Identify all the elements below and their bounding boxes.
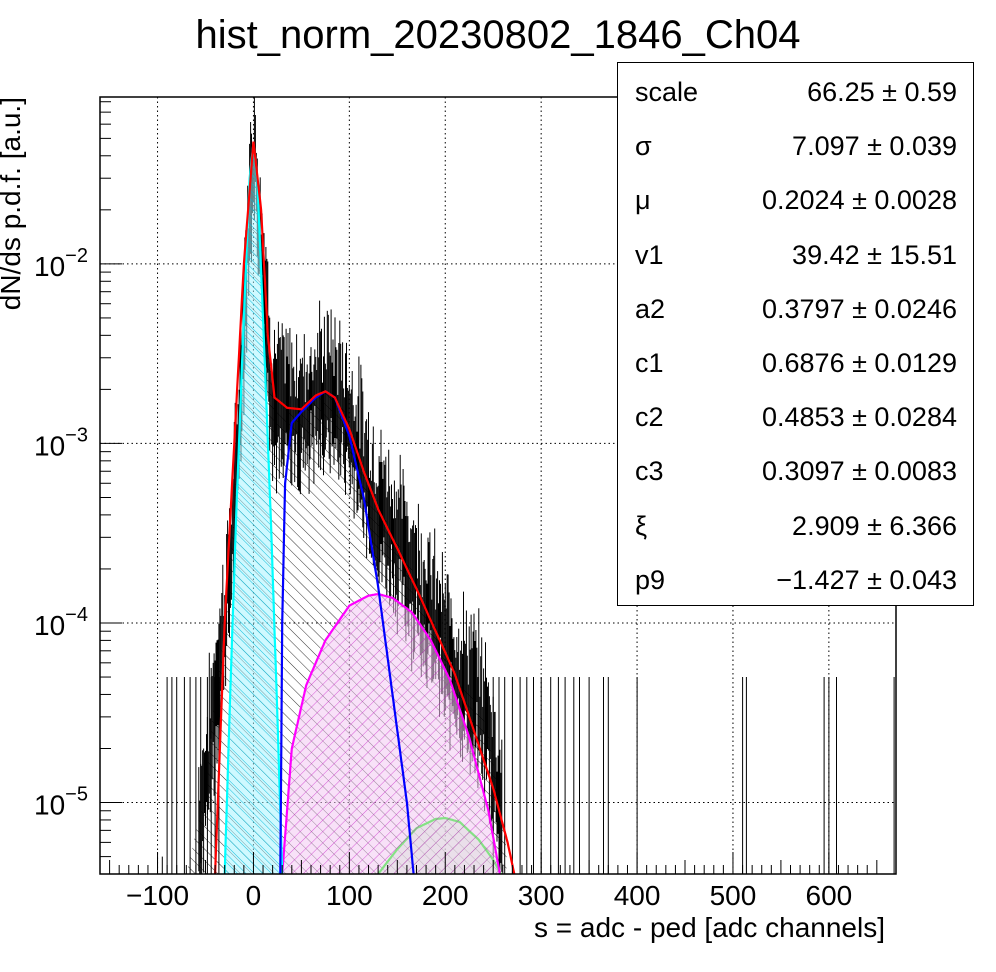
fit-curve-series xyxy=(281,592,501,874)
stats-parameter-value: 7.097 ± 0.039 xyxy=(792,131,957,162)
stats-parameter-value: 39.42 ± 15.51 xyxy=(792,239,957,270)
y-tick-label: 10−2 xyxy=(34,245,88,282)
stats-row: c1 0.6876 ± 0.0129 xyxy=(618,336,973,390)
stats-parameter-name: v1 xyxy=(635,239,664,270)
stats-row: scale 66.25 ± 0.59 xyxy=(618,65,973,119)
x-tick-label: 0 xyxy=(246,880,262,911)
stats-parameter-name: a2 xyxy=(635,293,666,324)
stats-row: ξ 2.909 ± 6.366 xyxy=(618,499,973,553)
stats-parameter-name: c2 xyxy=(635,402,664,433)
stats-parameter-value: 0.3797 ± 0.0246 xyxy=(762,293,957,324)
axis-ticks xyxy=(100,101,878,875)
fit-component-hatch xyxy=(282,594,500,874)
x-tick-label: 500 xyxy=(710,880,757,911)
y-axis-label: dN/ds p.d.f. [a.u.] xyxy=(0,97,26,310)
x-tick-label: 200 xyxy=(422,880,469,911)
x-tick-label: 400 xyxy=(614,880,661,911)
stats-parameter-value: 0.4853 ± 0.0284 xyxy=(762,402,957,433)
y-tick-label: 10−3 xyxy=(34,424,88,461)
stats-row: a2 0.3797 ± 0.0246 xyxy=(618,282,973,336)
fit-curve-series xyxy=(214,141,516,874)
stats-parameter-value: 2.909 ± 6.366 xyxy=(792,510,957,541)
stats-row: σ 7.097 ± 0.039 xyxy=(618,119,973,173)
x-tick-label: 100 xyxy=(326,880,373,911)
fit-curves-layer xyxy=(214,141,516,874)
stats-parameter-value: −1.427 ± 0.043 xyxy=(776,564,957,595)
stats-parameter-value: 0.6876 ± 0.0129 xyxy=(762,348,957,378)
stats-parameter-name: scale xyxy=(635,77,699,107)
x-tick-labels: −100 0 100 200 300 400 500 600 xyxy=(126,880,852,911)
y-tick-labels: 10−5 10−4 10−3 10−2 xyxy=(34,245,88,821)
y-tick-label: 10−5 xyxy=(34,784,88,821)
stats-row: p9 −1.427 ± 0.043 xyxy=(618,553,973,607)
x-tick-label: 300 xyxy=(518,880,565,911)
stats-row: v1 39.42 ± 15.51 xyxy=(618,228,973,282)
stats-parameter-value: 66.25 ± 0.59 xyxy=(807,77,957,107)
stats-row: μ 0.2024 ± 0.0028 xyxy=(618,173,973,227)
x-tick-label: −100 xyxy=(126,880,189,911)
stats-parameter-name: ξ xyxy=(635,510,648,541)
stats-row: c3 0.3097 ± 0.0083 xyxy=(618,444,973,498)
stats-parameter-name: c1 xyxy=(635,348,664,378)
stats-parameter-name: c3 xyxy=(635,456,664,487)
stats-parameter-name: σ xyxy=(635,131,652,162)
fit-statistics-box: scale 66.25 ± 0.59 σ 7.097 ± 0.039 μ 0.2024 ±… xyxy=(617,62,974,606)
stats-parameter-name: μ xyxy=(635,185,651,216)
stats-row: c2 0.4853 ± 0.0284 xyxy=(618,390,973,444)
y-tick-label: 10−4 xyxy=(34,604,88,641)
fit-component-hatch xyxy=(224,143,283,874)
stats-parameter-name: p9 xyxy=(635,564,666,595)
stats-parameter-value: 0.3097 ± 0.0083 xyxy=(762,456,957,487)
x-tick-label: 600 xyxy=(806,880,853,911)
fit-curve-series xyxy=(279,390,415,874)
chart-title: hist_norm_20230802_1846_Ch04 xyxy=(196,13,801,57)
stats-parameter-value: 0.2024 ± 0.0028 xyxy=(762,185,957,216)
x-axis-label: s = adc - ped [adc channels] xyxy=(534,912,885,943)
